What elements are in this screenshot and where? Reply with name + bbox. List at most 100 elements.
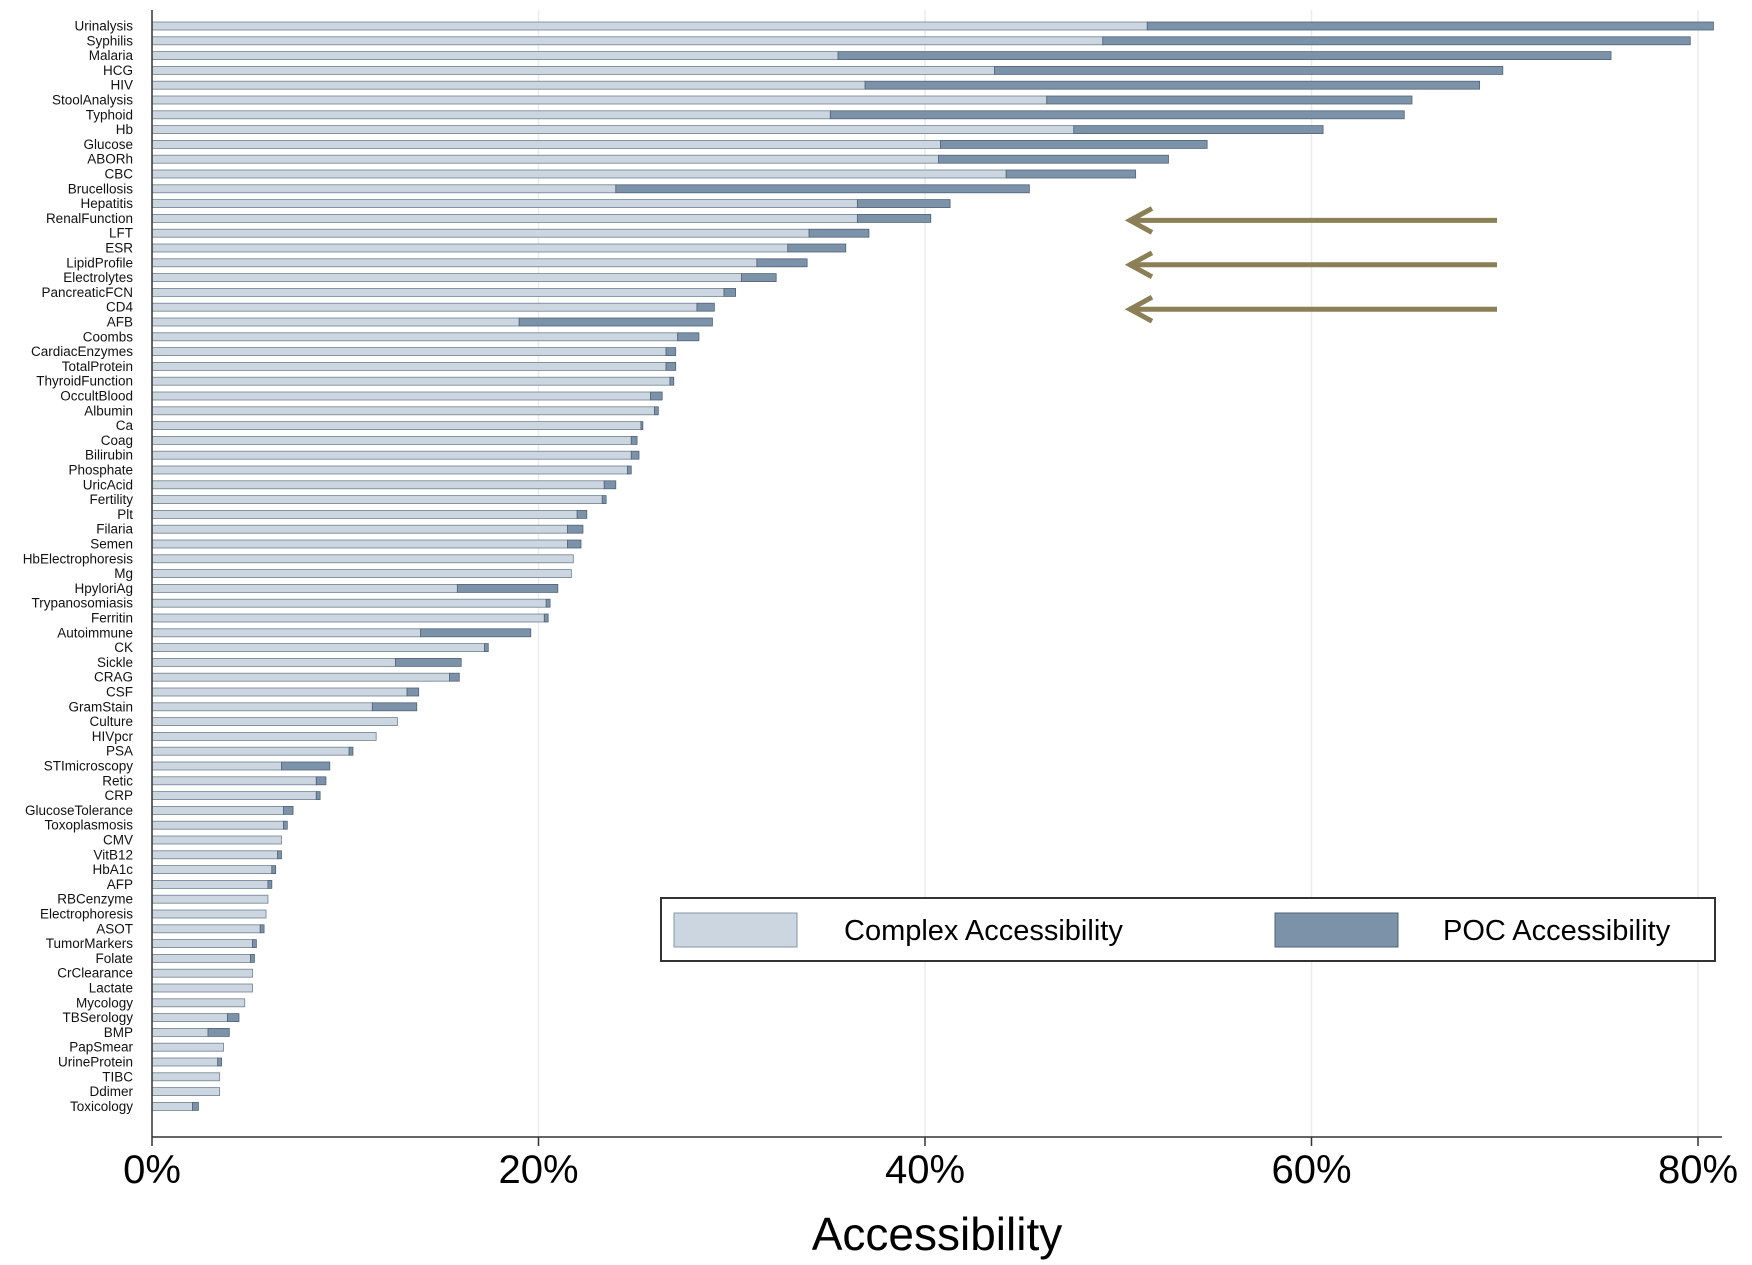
category-label-stoolanalysis: StoolAnalysis xyxy=(52,93,133,108)
bar-poc-malaria xyxy=(837,51,1612,60)
bar-poc-totalprotein xyxy=(665,361,677,371)
bar-poc-autoimmune xyxy=(420,628,532,638)
bar-poc-hpyloriag xyxy=(456,584,559,593)
category-label-crclearance: CrClearance xyxy=(57,966,133,981)
bar-complex-plt xyxy=(151,509,578,519)
bar-poc-albumin xyxy=(654,406,659,416)
bar-poc-stimicroscopy xyxy=(281,761,331,771)
legend-item-poc: POC Accessibility xyxy=(1274,912,1671,948)
bar-complex-electrolytes xyxy=(151,273,742,283)
category-label-afb: AFB xyxy=(107,315,133,330)
bar-complex-coag xyxy=(151,435,632,445)
category-label-electrophoresis: Electrophoresis xyxy=(40,907,133,922)
bar-complex-glucose xyxy=(151,139,941,149)
x-tick-label-0: 0% xyxy=(123,1148,181,1192)
bar-poc-renalfunction xyxy=(856,213,932,223)
category-label-papsmear: PapSmear xyxy=(69,1040,133,1055)
category-label-folate: Folate xyxy=(95,951,133,966)
bar-complex-malaria xyxy=(151,51,839,60)
category-label-bmp: BMP xyxy=(104,1025,133,1040)
bar-complex-totalprotein xyxy=(151,361,667,371)
category-label-coag: Coag xyxy=(101,433,133,448)
category-label-uricacid: UricAcid xyxy=(83,477,133,492)
category-label-mycology: Mycology xyxy=(76,995,133,1010)
category-label-ddimer: Ddimer xyxy=(89,1084,133,1099)
category-label-occultblood: OccultBlood xyxy=(60,389,133,404)
bar-complex-culture xyxy=(151,717,398,726)
bar-poc-crag xyxy=(449,672,460,682)
bar-complex-cbc xyxy=(151,169,1007,179)
grid-lines xyxy=(537,10,1699,1137)
category-label-retic: Retic xyxy=(102,773,133,788)
category-label-electrolytes: Electrolytes xyxy=(63,270,133,285)
category-label-semen: Semen xyxy=(90,537,133,552)
category-label-fertility: Fertility xyxy=(90,492,134,507)
category-label-thyroidfunction: ThyroidFunction xyxy=(36,374,133,389)
bar-poc-toxoplasmosis xyxy=(283,820,288,830)
category-label-albumin: Albumin xyxy=(84,403,133,418)
bar-poc-urinalysis xyxy=(1146,21,1714,31)
bar-complex-typhoid xyxy=(151,110,831,120)
bar-complex-tbserology xyxy=(151,1013,228,1022)
bar-complex-urinalysis xyxy=(151,21,1148,31)
category-label-stimicroscopy: STImicroscopy xyxy=(44,759,134,774)
bar-complex-afb xyxy=(151,317,520,327)
category-labels: UrinalysisSyphilisMalariaHCGHIVStoolAnal… xyxy=(23,19,134,1114)
bar-poc-thyroidfunction xyxy=(669,376,675,386)
category-label-urinalysis: Urinalysis xyxy=(74,19,133,34)
bar-poc-afb xyxy=(518,317,713,327)
bar-complex-pancreaticfcn xyxy=(151,287,725,297)
legend-swatch-complex xyxy=(673,912,798,948)
bar-poc-aborh xyxy=(938,154,1169,164)
bar-complex-lactate xyxy=(151,983,253,993)
category-label-tumormarkers: TumorMarkers xyxy=(46,936,134,951)
bar-poc-semen xyxy=(567,539,582,549)
bar-complex-tumormarkers xyxy=(151,939,253,948)
bar-poc-glucosetolerance xyxy=(283,806,294,815)
bar-poc-coombs xyxy=(677,332,700,342)
x-tick-label-3: 60% xyxy=(1271,1148,1351,1192)
bar-complex-crclearance xyxy=(151,968,253,978)
bar-poc-pancreaticfcn xyxy=(723,287,737,297)
bar-complex-cardiacenzymes xyxy=(151,347,667,357)
bar-complex-lipidprofile xyxy=(151,258,758,268)
category-label-filaria: Filaria xyxy=(96,522,133,537)
category-label-tbserology: TBSerology xyxy=(62,1010,133,1025)
category-label-culture: Culture xyxy=(89,714,133,729)
category-label-urineprotein: UrineProtein xyxy=(58,1055,133,1070)
annotation-arrow-2 xyxy=(1124,250,1497,279)
category-label-autoimmune: Autoimmune xyxy=(57,625,133,640)
category-label-asot: ASOT xyxy=(96,921,133,936)
bar-complex-mycology xyxy=(151,998,246,1008)
category-label-trypanosomiasis: Trypanosomiasis xyxy=(31,596,133,611)
category-label-renalfunction: RenalFunction xyxy=(46,211,133,226)
category-label-ck: CK xyxy=(114,640,133,655)
category-label-totalprotein: TotalProtein xyxy=(62,359,133,374)
bar-poc-hiv xyxy=(864,80,1481,90)
bar-complex-esr xyxy=(151,243,789,253)
bar-complex-bmp xyxy=(151,1028,209,1037)
bar-poc-fertility xyxy=(601,495,607,505)
bar-complex-mg xyxy=(151,569,572,578)
bar-complex-semen xyxy=(151,539,568,549)
x-tick-label-1: 20% xyxy=(498,1148,578,1192)
category-label-lactate: Lactate xyxy=(89,981,133,996)
bar-complex-rbcenzyme xyxy=(151,894,269,904)
category-label-hivpcr: HIVpcr xyxy=(92,729,134,744)
bar-complex-toxoplasmosis xyxy=(151,820,284,830)
bar-poc-asot xyxy=(259,924,265,934)
bar-complex-crag xyxy=(151,672,451,682)
category-label-psa: PSA xyxy=(106,744,133,759)
bar-poc-toxicology xyxy=(192,1102,199,1111)
bar-complex-hb xyxy=(151,125,1075,134)
bar-poc-hcg xyxy=(994,66,1504,75)
bar-poc-csf xyxy=(406,687,420,697)
category-label-cardiacenzymes: CardiacEnzymes xyxy=(31,344,133,359)
category-label-afp: AFP xyxy=(107,877,133,892)
legend-swatch-poc xyxy=(1274,912,1399,948)
bar-complex-autoimmune xyxy=(151,628,422,638)
legend: Complex Accessibility POC Accessibility xyxy=(660,897,1716,962)
bar-complex-hiv xyxy=(151,80,866,90)
category-label-cmv: CMV xyxy=(103,833,133,848)
x-tick-label-4: 80% xyxy=(1658,1148,1738,1192)
